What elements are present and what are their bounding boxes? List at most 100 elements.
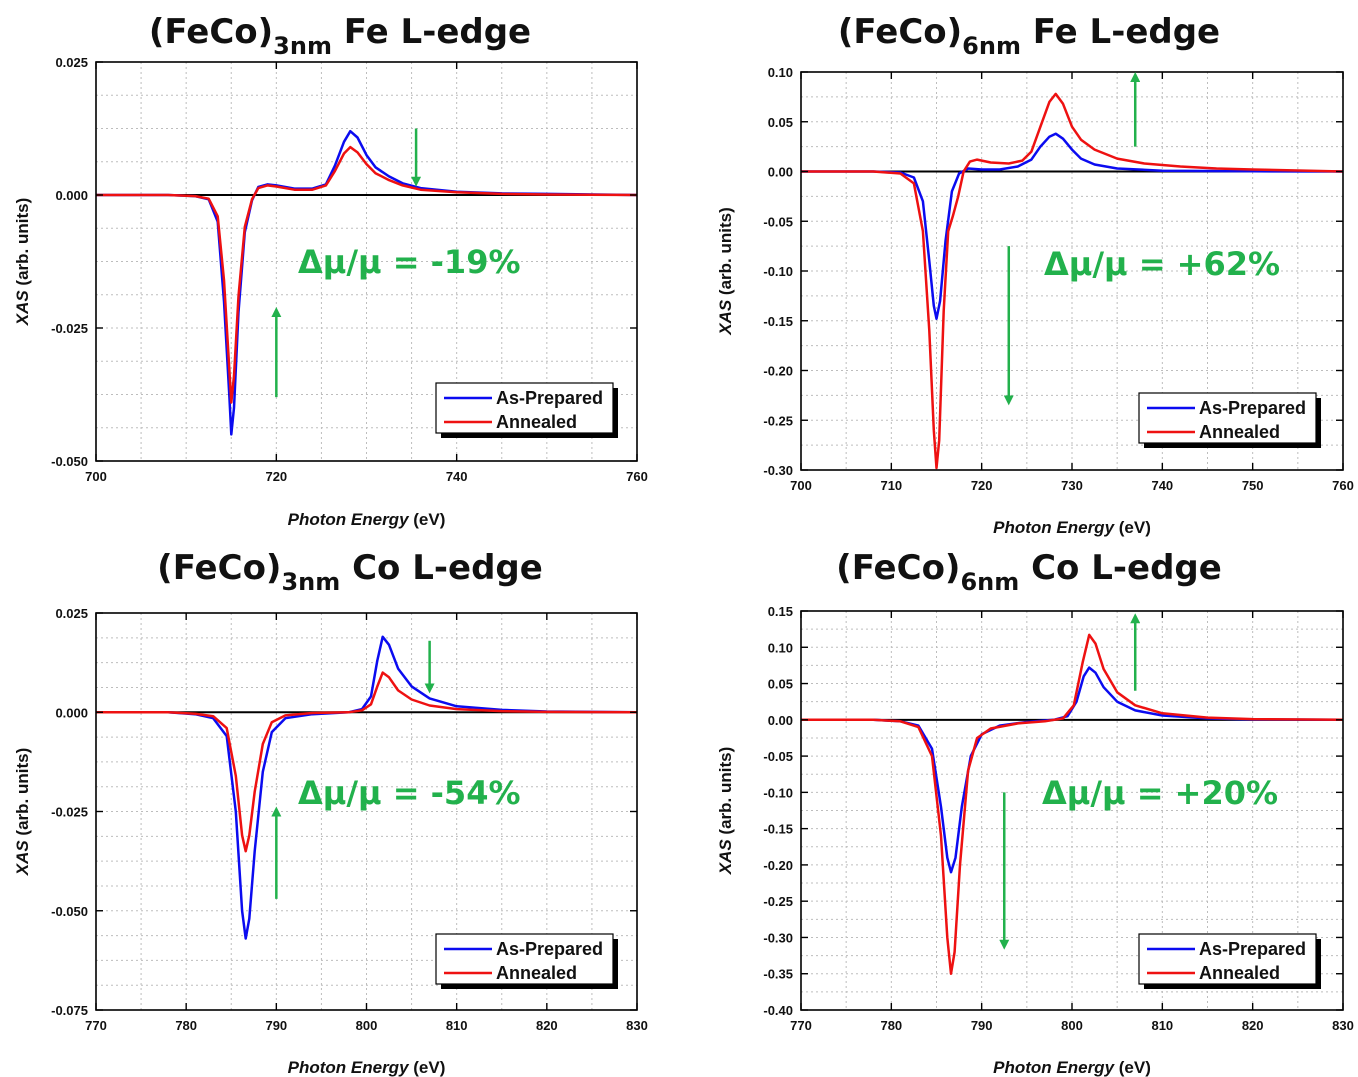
x-axis-label: Photon Energy (eV) [993, 518, 1151, 537]
x-tick-label: 760 [626, 469, 648, 484]
legend: As-Prepared Annealed [1138, 933, 1321, 989]
x-tick-label: 770 [790, 1018, 812, 1033]
legend-label: Annealed [1199, 422, 1280, 442]
x-tick-label: 720 [265, 469, 287, 484]
legend-label: As-Prepared [496, 939, 603, 959]
x-tick-label: 830 [626, 1018, 648, 1033]
delta-mu-annotation: Δμ/μ = +20% [1042, 774, 1278, 812]
x-tick-label: 810 [1151, 1018, 1173, 1033]
x-tick-label: 830 [1332, 1018, 1354, 1033]
x-tick-label: 790 [971, 1018, 993, 1033]
y-tick-label: -0.10 [763, 785, 793, 800]
delta-mu-annotation: Δμ/μ = +62% [1044, 245, 1280, 283]
x-tick-label: 800 [1061, 1018, 1083, 1033]
series-line-annealed [801, 633, 1344, 975]
legend-label: Annealed [1199, 963, 1280, 983]
series-line-annealed [801, 92, 1344, 470]
y-tick-label: 0.05 [768, 677, 793, 692]
x-tick-label: 740 [446, 469, 468, 484]
x-axis-label: Photon Energy (eV) [288, 1058, 446, 1077]
x-tick-label: 750 [1242, 478, 1264, 493]
y-tick-label: 0.10 [768, 65, 793, 80]
chart-title: (FeCo)6nm Co L-edge [836, 548, 1222, 596]
chart-panel-co-3nm: (FeCo)3nm Co L-edge 770 780 790 800 810 820 83… [0, 538, 679, 1077]
y-tick-label: -0.25 [763, 413, 793, 428]
legend-label: Annealed [496, 412, 577, 432]
y-axis-label: XAS (arb. units) [13, 748, 32, 877]
chart-svg: 770 780 790 800 810 820 830 -0.40 -0.35 -0.30 -0.2… [716, 604, 1354, 1077]
series-line-as-prepared [801, 132, 1344, 321]
y-tick-label: -0.25 [763, 894, 793, 909]
x-tick-label: 820 [536, 1018, 558, 1033]
x-tick-label: 770 [85, 1018, 107, 1033]
y-tick-label: -0.050 [51, 454, 88, 469]
x-tick-label: 820 [1242, 1018, 1264, 1033]
y-tick-label: -0.05 [763, 749, 793, 764]
x-axis-label: Photon Energy (eV) [993, 1058, 1151, 1077]
x-tick-label: 710 [880, 478, 902, 493]
x-tick-label: 700 [85, 469, 107, 484]
x-tick-label: 740 [1151, 478, 1173, 493]
y-tick-label: 0.025 [55, 55, 88, 70]
legend: As-Prepared Annealed [435, 933, 618, 989]
y-tick-label: -0.20 [763, 364, 793, 379]
legend-box [1138, 933, 1317, 985]
y-tick-label: -0.05 [763, 214, 793, 229]
legend-label: As-Prepared [1199, 398, 1306, 418]
delta-mu-annotation: Δμ/μ = -19% [298, 243, 521, 281]
y-tick-label: -0.30 [763, 463, 793, 478]
series-line-annealed [96, 671, 638, 853]
x-tick-label: 760 [1332, 478, 1354, 493]
y-tick-label: 0.10 [768, 640, 793, 655]
y-tick-label: -0.15 [763, 314, 793, 329]
y-tick-label: -0.10 [763, 264, 793, 279]
y-tick-label: 0.00 [768, 165, 793, 180]
x-tick-label: 780 [175, 1018, 197, 1033]
legend-label: As-Prepared [496, 388, 603, 408]
chart-svg: 700 720 740 760 -0.050 -0.025 0.000 0.025 Photon… [13, 55, 648, 529]
y-tick-label: 0.15 [768, 604, 793, 619]
y-tick-label: -0.075 [51, 1003, 88, 1018]
x-tick-label: 780 [880, 1018, 902, 1033]
y-axis-label: XAS (arb. units) [13, 198, 32, 327]
legend-label: Annealed [496, 963, 577, 983]
y-axis-label: XAS (arb. units) [716, 747, 735, 876]
chart-panel-fe-3nm: (FeCo)3nm Fe L-edge 700 720 740 760 -0.050 -0… [0, 0, 679, 538]
series-line-annealed [96, 145, 638, 404]
chart-title: (FeCo)3nm Co L-edge [157, 548, 543, 596]
y-tick-label: -0.35 [763, 967, 793, 982]
chart-svg: 700 710 720 730 740 750 760 -0.30 -0.25 -0.20 -0.1… [716, 65, 1354, 537]
y-tick-label: 0.000 [55, 705, 88, 720]
chart-title: (FeCo)6nm Fe L-edge [837, 12, 1221, 60]
chart-panel-fe-6nm: (FeCo)6nm Fe L-edge 700 710 720 730 740 750 76… [679, 0, 1358, 538]
x-tick-label: 800 [356, 1018, 378, 1033]
y-tick-label: 0.000 [55, 188, 88, 203]
y-tick-label: -0.40 [763, 1003, 793, 1018]
legend-box [1138, 392, 1317, 444]
legend-box [435, 933, 614, 985]
y-tick-label: -0.025 [51, 321, 88, 336]
y-tick-label: -0.025 [51, 805, 88, 820]
chart-title: (FeCo)3nm Fe L-edge [148, 12, 532, 60]
legend-label: As-Prepared [1199, 939, 1306, 959]
x-tick-label: 810 [446, 1018, 468, 1033]
plot-frame [95, 61, 638, 462]
chart-panel-co-6nm: (FeCo)6nm Co L-edge 770 780 790 800 810 820 83… [679, 538, 1358, 1077]
x-tick-label: 790 [265, 1018, 287, 1033]
legend: As-Prepared Annealed [1138, 392, 1321, 448]
legend-box [435, 382, 614, 434]
y-axis-label: XAS (arb. units) [716, 207, 735, 336]
legend: As-Prepared Annealed [435, 382, 618, 438]
x-tick-label: 700 [790, 478, 812, 493]
delta-mu-annotation: Δμ/μ = -54% [298, 774, 521, 812]
x-tick-label: 730 [1061, 478, 1083, 493]
y-tick-label: -0.050 [51, 904, 88, 919]
x-axis-label: Photon Energy (eV) [288, 510, 446, 529]
x-tick-label: 720 [971, 478, 993, 493]
y-tick-label: -0.15 [763, 822, 793, 837]
chart-svg: 770 780 790 800 810 820 830 -0.075 -0.050 -0.025 0… [13, 606, 648, 1077]
y-tick-label: -0.20 [763, 858, 793, 873]
y-tick-label: 0.025 [55, 606, 88, 621]
y-tick-label: 0.05 [768, 115, 793, 130]
y-tick-label: 0.00 [768, 713, 793, 728]
